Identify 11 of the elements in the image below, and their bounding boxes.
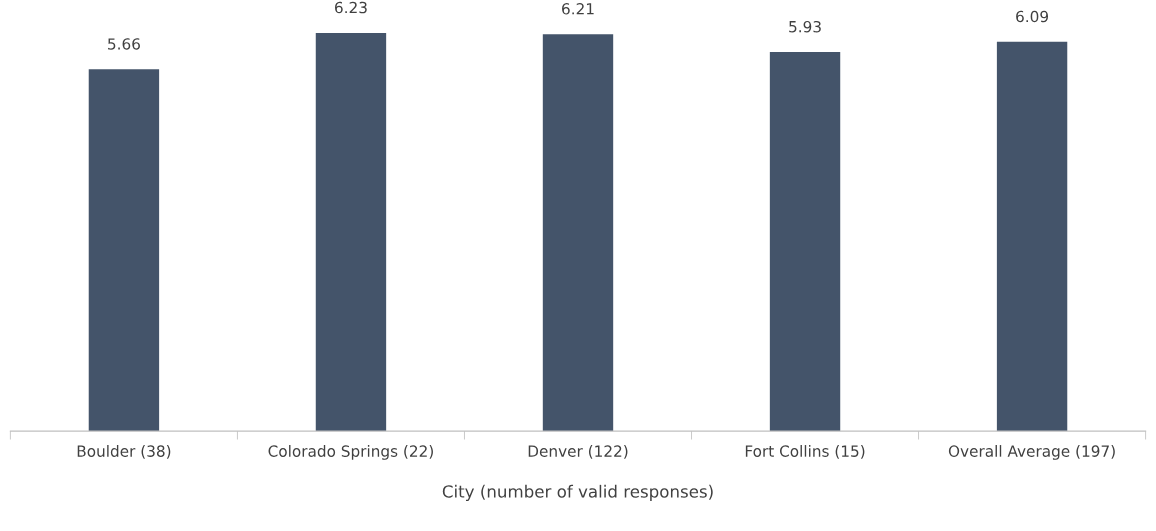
x-tick-label: Denver (122): [528, 445, 628, 459]
data-label: 5.93: [789, 20, 821, 33]
data-label: 5.66: [108, 38, 140, 50]
x-tick-label: Boulder (38): [77, 445, 171, 459]
data-label: 6.23: [335, 1, 367, 14]
data-label: 6.09: [1016, 10, 1049, 23]
x-tick-label: Fort Collins (15): [745, 445, 865, 459]
x-axis-title: City (number of valid responses): [442, 484, 713, 501]
x-tick-label: Colorado Springs (22): [268, 445, 433, 460]
x-tick-label: Overall Average (197): [948, 445, 1115, 460]
data-label: 6.21: [562, 3, 594, 15]
